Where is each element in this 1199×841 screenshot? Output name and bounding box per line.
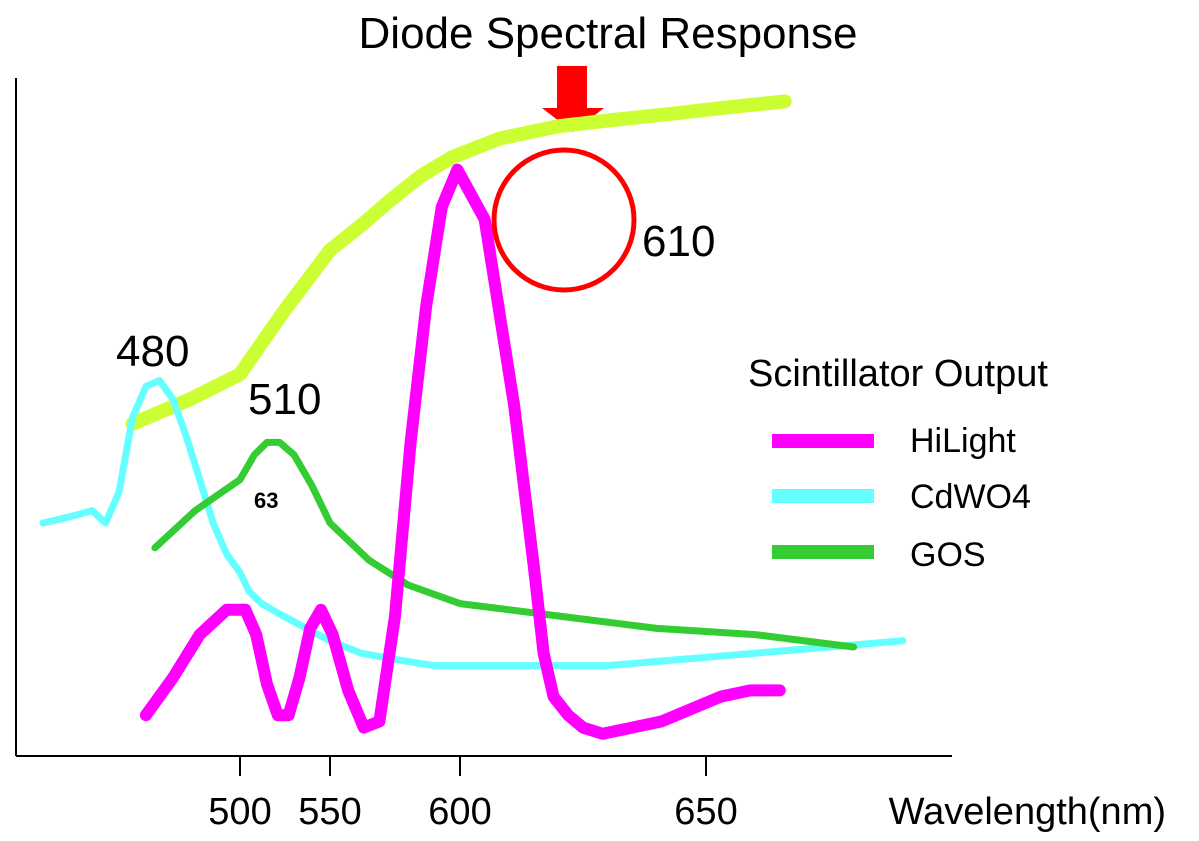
stray-label: 63 — [254, 488, 278, 513]
series-line-diode — [125, 94, 792, 431]
chart-title: Diode Spectral Response — [359, 9, 858, 58]
legend-label-gos: GOS — [910, 536, 986, 574]
series-line-hilight — [139, 163, 786, 740]
legend-label-hilight: HiLight — [910, 422, 1016, 460]
legend-label-cdwo4: CdWO4 — [910, 478, 1031, 516]
peak-label-480: 480 — [116, 327, 189, 376]
peak-label-510: 510 — [248, 375, 321, 424]
series-line-cdwo4 — [39, 376, 907, 670]
series-line-gos — [151, 438, 858, 651]
x-tick-label-600: 600 — [428, 791, 491, 833]
peak-label-610: 610 — [642, 217, 715, 266]
legend-title: Scintillator Output — [748, 353, 1048, 395]
x-axis-label: Wavelength(nm) — [889, 791, 1166, 833]
x-tick-label-500: 500 — [208, 791, 271, 833]
highlight-circle — [491, 147, 637, 293]
legend: Scintillator Output HiLight CdWO4 GOS — [748, 353, 1048, 574]
x-tick-label-650: 650 — [674, 791, 737, 833]
x-tick-label-550: 550 — [298, 791, 361, 833]
series-lines — [39, 94, 907, 740]
x-ticks: 500 550 600 650 — [208, 756, 738, 833]
